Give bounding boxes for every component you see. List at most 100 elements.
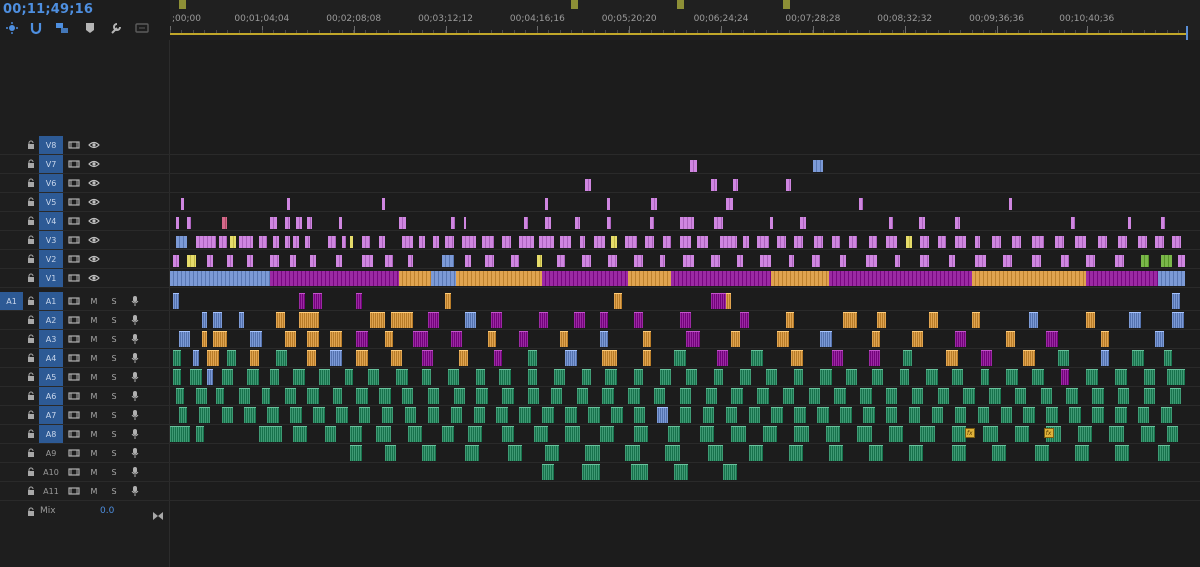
track-lane-v5[interactable]: [170, 193, 1200, 212]
video-clip[interactable]: [270, 269, 400, 287]
video-clip[interactable]: [1117, 231, 1127, 249]
audio-clip[interactable]: [599, 425, 614, 443]
audio-clip[interactable]: [444, 292, 451, 310]
track-target-a2[interactable]: A2: [39, 311, 63, 329]
audio-clip[interactable]: [207, 368, 213, 386]
audio-clip[interactable]: [313, 406, 325, 424]
video-clip[interactable]: [462, 231, 477, 249]
video-clip[interactable]: [719, 231, 738, 249]
audio-clip[interactable]: [654, 387, 666, 405]
video-clip[interactable]: [1086, 269, 1159, 287]
audio-clip[interactable]: [599, 330, 609, 348]
lock-icon[interactable]: [27, 410, 35, 420]
video-clip[interactable]: [519, 231, 534, 249]
audio-clip[interactable]: [963, 387, 975, 405]
audio-clip[interactable]: [307, 330, 319, 348]
audio-clip[interactable]: [722, 463, 738, 481]
audio-clip[interactable]: [545, 444, 560, 462]
lock-icon[interactable]: [27, 353, 35, 363]
video-clip[interactable]: [937, 231, 947, 249]
time-ruler[interactable]: ;00;00 00;01;04;04 00;02;08;08 00;03;12;12 0…: [170, 0, 1200, 40]
toggle-output-eye-icon[interactable]: [88, 139, 100, 151]
audio-clip[interactable]: [221, 406, 233, 424]
audio-clip[interactable]: [845, 368, 858, 386]
audio-clip[interactable]: [198, 406, 211, 424]
video-clip[interactable]: [606, 212, 612, 230]
video-clip[interactable]: [1086, 250, 1096, 268]
solo-button[interactable]: S: [111, 429, 117, 439]
audio-clip[interactable]: [1166, 425, 1179, 443]
video-clip[interactable]: [608, 250, 617, 268]
video-clip[interactable]: [585, 174, 591, 192]
video-clip[interactable]: [645, 231, 654, 249]
track-target-a10[interactable]: A10: [43, 467, 59, 477]
track-target-v1[interactable]: V1: [39, 269, 63, 287]
solo-button[interactable]: S: [111, 486, 117, 496]
video-clip[interactable]: [559, 231, 571, 249]
track-lane-a5[interactable]: [170, 368, 1200, 387]
audio-clip[interactable]: [699, 425, 715, 443]
audio-clip[interactable]: [725, 406, 738, 424]
audio-clip[interactable]: [731, 425, 746, 443]
captions-icon[interactable]: [134, 20, 150, 36]
mute-button[interactable]: M: [90, 486, 98, 496]
audio-clip[interactable]: [868, 444, 884, 462]
toggle-sync-lock-icon[interactable]: [68, 139, 80, 151]
audio-clip[interactable]: [192, 349, 199, 367]
video-clip[interactable]: [258, 231, 268, 249]
audio-clip[interactable]: [384, 444, 397, 462]
video-clip[interactable]: [175, 231, 188, 249]
video-clip[interactable]: [725, 193, 733, 211]
video-clip[interactable]: [811, 250, 821, 268]
video-clip[interactable]: [1158, 269, 1186, 287]
track-target-v5[interactable]: V5: [39, 193, 63, 211]
mute-button[interactable]: M: [90, 315, 98, 325]
audio-clip[interactable]: [390, 349, 402, 367]
solo-button[interactable]: S: [111, 448, 117, 458]
audio-clip[interactable]: [298, 311, 319, 329]
audio-clip[interactable]: [820, 330, 832, 348]
video-clip[interactable]: [777, 231, 786, 249]
mute-button[interactable]: M: [90, 353, 98, 363]
track-target-a11[interactable]: A11: [43, 486, 59, 496]
video-clip[interactable]: [742, 231, 749, 249]
video-clip[interactable]: [679, 212, 695, 230]
audio-clip[interactable]: [467, 425, 483, 443]
video-clip[interactable]: [419, 231, 425, 249]
audio-clip[interactable]: [212, 330, 228, 348]
video-clip[interactable]: [230, 231, 236, 249]
mute-button[interactable]: M: [90, 410, 98, 420]
audio-clip[interactable]: [582, 463, 600, 481]
audio-clip[interactable]: [1000, 406, 1012, 424]
audio-clip[interactable]: [447, 368, 460, 386]
toggle-sync-lock-icon[interactable]: [68, 253, 80, 265]
audio-clip[interactable]: [195, 425, 205, 443]
audio-clip[interactable]: [247, 368, 259, 386]
audio-clip[interactable]: [333, 387, 342, 405]
audio-clip[interactable]: [820, 368, 832, 386]
audio-clip[interactable]: [739, 368, 752, 386]
audio-clip[interactable]: [931, 406, 944, 424]
audio-clip[interactable]: [1040, 387, 1053, 405]
audio-clip[interactable]: [527, 387, 540, 405]
video-clip[interactable]: [1060, 250, 1070, 268]
audio-clip[interactable]: [565, 425, 580, 443]
audio-clip[interactable]: [808, 387, 821, 405]
video-clip[interactable]: [536, 250, 543, 268]
voice-over-record-icon[interactable]: [129, 314, 141, 326]
audio-clip[interactable]: [885, 387, 898, 405]
audio-clip[interactable]: [633, 425, 649, 443]
audio-clip[interactable]: [476, 368, 486, 386]
video-clip[interactable]: [296, 212, 302, 230]
toggle-output-eye-icon[interactable]: [88, 158, 100, 170]
video-clip[interactable]: [482, 231, 494, 249]
audio-clip[interactable]: [674, 463, 689, 481]
video-clip[interactable]: [918, 212, 925, 230]
audio-clip[interactable]: [1077, 425, 1093, 443]
video-clip[interactable]: [649, 212, 654, 230]
video-clip[interactable]: [949, 250, 955, 268]
video-clip[interactable]: [812, 155, 823, 173]
audio-clip[interactable]: [565, 406, 577, 424]
video-clip[interactable]: [848, 231, 858, 249]
video-clip[interactable]: [247, 250, 254, 268]
